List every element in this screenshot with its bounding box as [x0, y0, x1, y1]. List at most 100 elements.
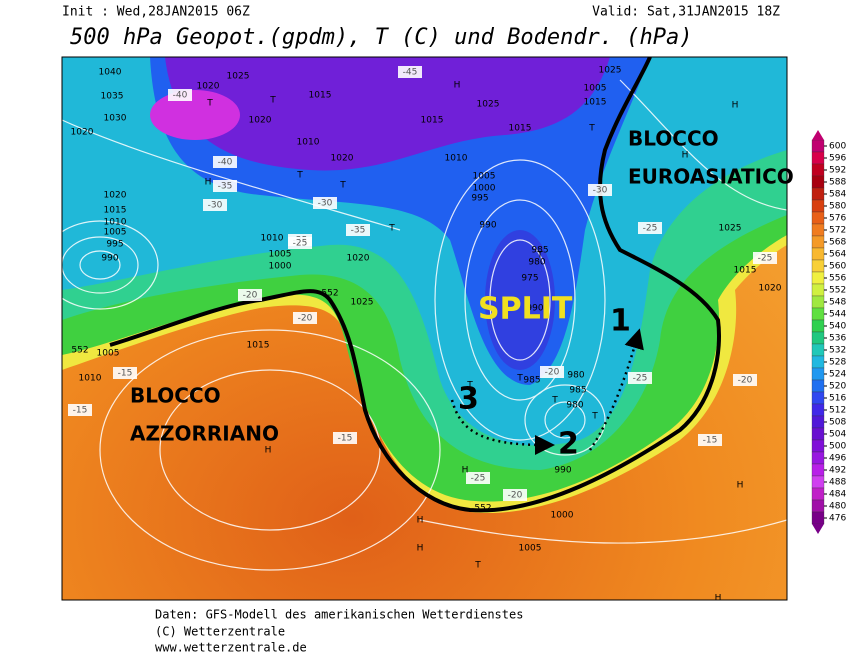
init-time: Init : Wed,28JAN2015 06Z [62, 5, 250, 20]
pressure-marker: T [551, 396, 558, 406]
isobar-label: 985 [531, 246, 548, 256]
color-swatch [811, 307, 825, 321]
label-box [540, 366, 564, 378]
label-box [288, 237, 312, 249]
isobar-label: 1005 [584, 84, 607, 94]
isobar-label: 1000 [473, 184, 496, 194]
isobar-label: 1000 [269, 262, 292, 272]
label-box [68, 404, 92, 416]
map-title: 500 hPa Geopot.(gpdm), T (C) und Bodendr… [70, 25, 693, 50]
isobar-label: 980 [528, 258, 545, 268]
label-box [313, 197, 337, 209]
isobar-label: 1010 [297, 138, 320, 148]
isobar-label: 1015 [734, 266, 757, 276]
path-arrow [588, 328, 644, 451]
east-block-label: EUROASIATICO [628, 165, 794, 189]
color-tick-label: 544 [829, 310, 846, 320]
pressure-marker: H [737, 481, 744, 491]
isobar-label: 1025 [227, 72, 250, 82]
isobar-label: -25 [633, 374, 648, 384]
color-swatch [811, 343, 825, 357]
color-tick-label: 548 [829, 298, 846, 308]
isobar-label: 990 [479, 221, 496, 231]
footer-line: (C) Wetterzentrale [155, 625, 285, 639]
step-label: 2 [558, 427, 579, 462]
isobar-label: 1010 [261, 234, 284, 244]
color-tick-label: 488 [829, 478, 846, 488]
isobar-label: 1010 [445, 154, 468, 164]
color-swatch [811, 211, 825, 225]
footer-line: Daten: GFS-Modell des amerikanischen Wet… [155, 608, 523, 622]
color-tick-label: 552 [829, 286, 846, 296]
color-tick-label: 520 [829, 382, 846, 392]
color-tick-label: 496 [829, 454, 846, 464]
isobar-label: 1015 [509, 124, 532, 134]
isobar-label: 1005 [97, 349, 120, 359]
color-tick-label: 576 [829, 214, 846, 224]
color-tick-label: 532 [829, 346, 846, 356]
color-tick-label: 492 [829, 466, 846, 476]
label-box [333, 432, 357, 444]
color-swatch [811, 511, 825, 525]
isobar-label: 985 [523, 376, 540, 386]
pressure-marker: H [454, 81, 461, 91]
isobar-label: -20 [298, 314, 313, 324]
color-swatch [811, 451, 825, 465]
color-swatch [811, 235, 825, 249]
color-tick-label: 596 [829, 154, 846, 164]
color-tick-label: 568 [829, 238, 846, 248]
label-box [113, 367, 137, 379]
pressure-marker: T [339, 181, 346, 191]
label-box [398, 66, 422, 78]
split-label: SPLIT [478, 292, 573, 327]
label-box [293, 312, 317, 324]
color-swatch [811, 499, 825, 513]
isobar-label: -30 [318, 199, 333, 209]
isobar-label: -30 [208, 201, 223, 211]
color-swatch [811, 223, 825, 237]
isobar-label: 1015 [421, 116, 444, 126]
purple-area [165, 57, 610, 171]
color-swatch [811, 439, 825, 453]
label-box [628, 372, 652, 384]
color-swatch [811, 295, 825, 309]
path-arrow [450, 399, 555, 455]
pressure-marker: T [296, 171, 303, 181]
color-tick-label: 600 [829, 142, 846, 152]
isobar-label: 1020 [104, 191, 127, 201]
isobar-label: 1020 [71, 128, 94, 138]
color-swatch [811, 319, 825, 333]
color-swatch [811, 391, 825, 405]
isobar-label: 990 [554, 466, 571, 476]
isobar-label: 1030 [104, 114, 127, 124]
isobar-label: 1005 [104, 228, 127, 238]
west-block-label: BLOCCO [130, 384, 221, 408]
color-swatch [811, 175, 825, 189]
isobar-label: 1040 [99, 68, 122, 78]
label-box [346, 224, 370, 236]
color-swatch [811, 247, 825, 261]
map [62, 57, 787, 600]
pressure-marker: H [715, 594, 722, 604]
isobar-label: 1005 [473, 172, 496, 182]
footer-line: www.wetterzentrale.de [155, 641, 307, 655]
color-tick-label: 556 [829, 274, 846, 284]
color-tick-label: 504 [829, 430, 846, 440]
color-tick-label: 524 [829, 370, 846, 380]
pressure-marker: H [205, 178, 212, 188]
east-block-label: BLOCCO [628, 127, 719, 151]
label-box [588, 184, 612, 196]
color-swatch [811, 271, 825, 285]
isobar-label: 1025 [719, 224, 742, 234]
pressure-marker: T [269, 96, 276, 106]
isobar-label: -30 [593, 186, 608, 196]
isobar-label: 1020 [759, 284, 782, 294]
label-box [753, 252, 777, 264]
isobar-label: 1015 [309, 91, 332, 101]
isobar-label: 1025 [477, 100, 500, 110]
color-swatch [811, 475, 825, 489]
isobar-label: 552 [474, 504, 491, 514]
isobar-label: 1010 [104, 218, 127, 228]
isobar-label: -45 [403, 68, 418, 78]
